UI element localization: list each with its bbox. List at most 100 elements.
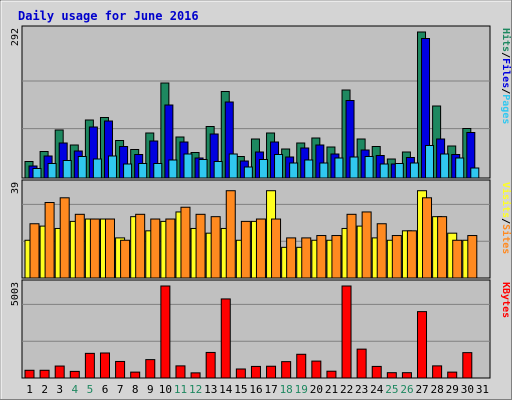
x-tick-2: 2	[41, 383, 48, 396]
bar-top-pages-12	[198, 159, 208, 179]
chart-title: Daily usage for June 2016	[18, 9, 199, 23]
bar-bottom-kbytes-9	[145, 359, 156, 379]
bar-bottom-kbytes-8	[130, 371, 141, 379]
x-tick-19: 19	[295, 383, 308, 396]
bar-middle-sites-6	[104, 218, 115, 279]
bar-top-pages-21	[334, 157, 344, 179]
legend-item-middle-0: Visits	[500, 182, 512, 218]
bar-middle-sites-29	[452, 239, 463, 279]
bar-top-pages-30	[470, 167, 480, 179]
bar-bottom-kbytes-25	[386, 372, 397, 379]
bar-top-pages-9	[153, 163, 163, 179]
bar-middle-sites-8	[135, 213, 146, 279]
bar-bottom-kbytes-15	[235, 368, 246, 379]
bar-top-pages-17	[274, 154, 284, 179]
x-tick-25: 25	[385, 383, 398, 396]
bar-bottom-kbytes-2	[39, 369, 50, 379]
max-label-middle: 39	[10, 182, 21, 194]
bar-bottom-kbytes-24	[371, 365, 382, 379]
bar-top-pages-19	[304, 159, 314, 179]
bar-top-pages-1	[32, 168, 42, 179]
bar-middle-sites-18	[286, 237, 297, 279]
x-tick-22: 22	[340, 383, 353, 396]
bar-middle-sites-21	[331, 235, 342, 279]
bar-middle-sites-22	[346, 213, 357, 279]
max-label-bottom: 5003	[10, 282, 21, 306]
bar-middle-sites-26	[406, 230, 417, 279]
bar-bottom-kbytes-26	[401, 372, 412, 379]
bar-middle-sites-4	[74, 213, 85, 279]
legend-item-middle-2: Sites	[500, 224, 512, 254]
bar-middle-sites-15	[240, 220, 251, 279]
bar-top-pages-4	[77, 156, 87, 179]
x-tick-21: 21	[325, 383, 338, 396]
bar-top-pages-2	[47, 163, 57, 179]
legend-item-top-3: /	[500, 88, 511, 94]
x-tick-14: 14	[219, 383, 233, 396]
legend-item-bottom-0: KBytes	[500, 282, 511, 318]
bar-bottom-kbytes-17	[266, 365, 277, 379]
bar-middle-sites-10	[165, 218, 176, 279]
x-tick-17: 17	[264, 383, 277, 396]
bar-bottom-kbytes-1	[24, 369, 35, 379]
bar-middle-sites-16	[255, 218, 266, 279]
bar-middle-sites-14	[225, 190, 236, 279]
x-tick-20: 20	[310, 383, 323, 396]
x-tick-15: 15	[234, 383, 247, 396]
x-tick-27: 27	[415, 383, 428, 396]
x-tick-30: 30	[461, 383, 474, 396]
bar-top-pages-20	[319, 162, 329, 179]
x-tick-23: 23	[355, 383, 368, 396]
x-tick-9: 9	[147, 383, 154, 396]
bar-bottom-kbytes-3	[54, 365, 65, 379]
x-tick-31: 31	[476, 383, 489, 396]
bar-top-pages-22	[349, 156, 359, 179]
x-tick-24: 24	[370, 383, 384, 396]
x-tick-26: 26	[400, 383, 413, 396]
bar-bottom-kbytes-12	[190, 372, 201, 379]
x-tick-10: 10	[159, 383, 172, 396]
bar-middle-sites-20	[316, 235, 327, 279]
x-tick-13: 13	[204, 383, 217, 396]
bar-middle-sites-19	[301, 237, 312, 279]
bar-middle-sites-27	[422, 197, 433, 279]
bar-middle-sites-7	[120, 239, 131, 279]
bar-top-pages-7	[123, 163, 133, 179]
x-tick-1: 1	[26, 383, 33, 396]
bar-middle-sites-11	[180, 206, 191, 279]
bar-top-pages-23	[364, 156, 374, 179]
bar-bottom-kbytes-7	[115, 360, 126, 379]
bar-top-pages-8	[138, 163, 148, 179]
bar-top-pages-16	[258, 159, 268, 179]
bar-top-pages-24	[379, 163, 389, 179]
bar-top-pages-18	[289, 162, 299, 179]
legend-top: Hits/Files/Pages	[500, 28, 512, 124]
x-tick-6: 6	[102, 383, 109, 396]
bar-top-pages-29	[455, 157, 465, 179]
bar-bottom-kbytes-29	[447, 371, 458, 379]
bar-bottom-kbytes-13	[205, 351, 216, 379]
bar-top-pages-13	[213, 161, 223, 179]
bar-bottom-kbytes-6	[99, 352, 110, 379]
bar-middle-sites-17	[271, 218, 282, 279]
bar-middle-sites-5	[89, 218, 100, 279]
bar-middle-sites-30	[467, 235, 478, 279]
legend-item-top-4: Pages	[500, 94, 511, 124]
bar-top-pages-10	[168, 159, 178, 179]
bar-middle-sites-1	[29, 223, 40, 279]
legend-item-top-0: Hits	[500, 28, 512, 52]
bar-middle-sites-2	[44, 202, 55, 279]
bar-top-pages-14	[228, 153, 238, 179]
x-tick-29: 29	[446, 383, 459, 396]
bar-bottom-kbytes-30	[462, 352, 473, 379]
bar-middle-sites-28	[437, 216, 448, 279]
bar-middle-sites-12	[195, 213, 206, 279]
bar-middle-sites-13	[210, 216, 221, 279]
bar-bottom-kbytes-27	[417, 311, 428, 379]
bar-bottom-kbytes-21	[326, 370, 337, 379]
bar-bottom-kbytes-23	[356, 348, 367, 379]
bar-middle-sites-24	[376, 223, 387, 279]
x-tick-11: 11	[174, 383, 187, 396]
